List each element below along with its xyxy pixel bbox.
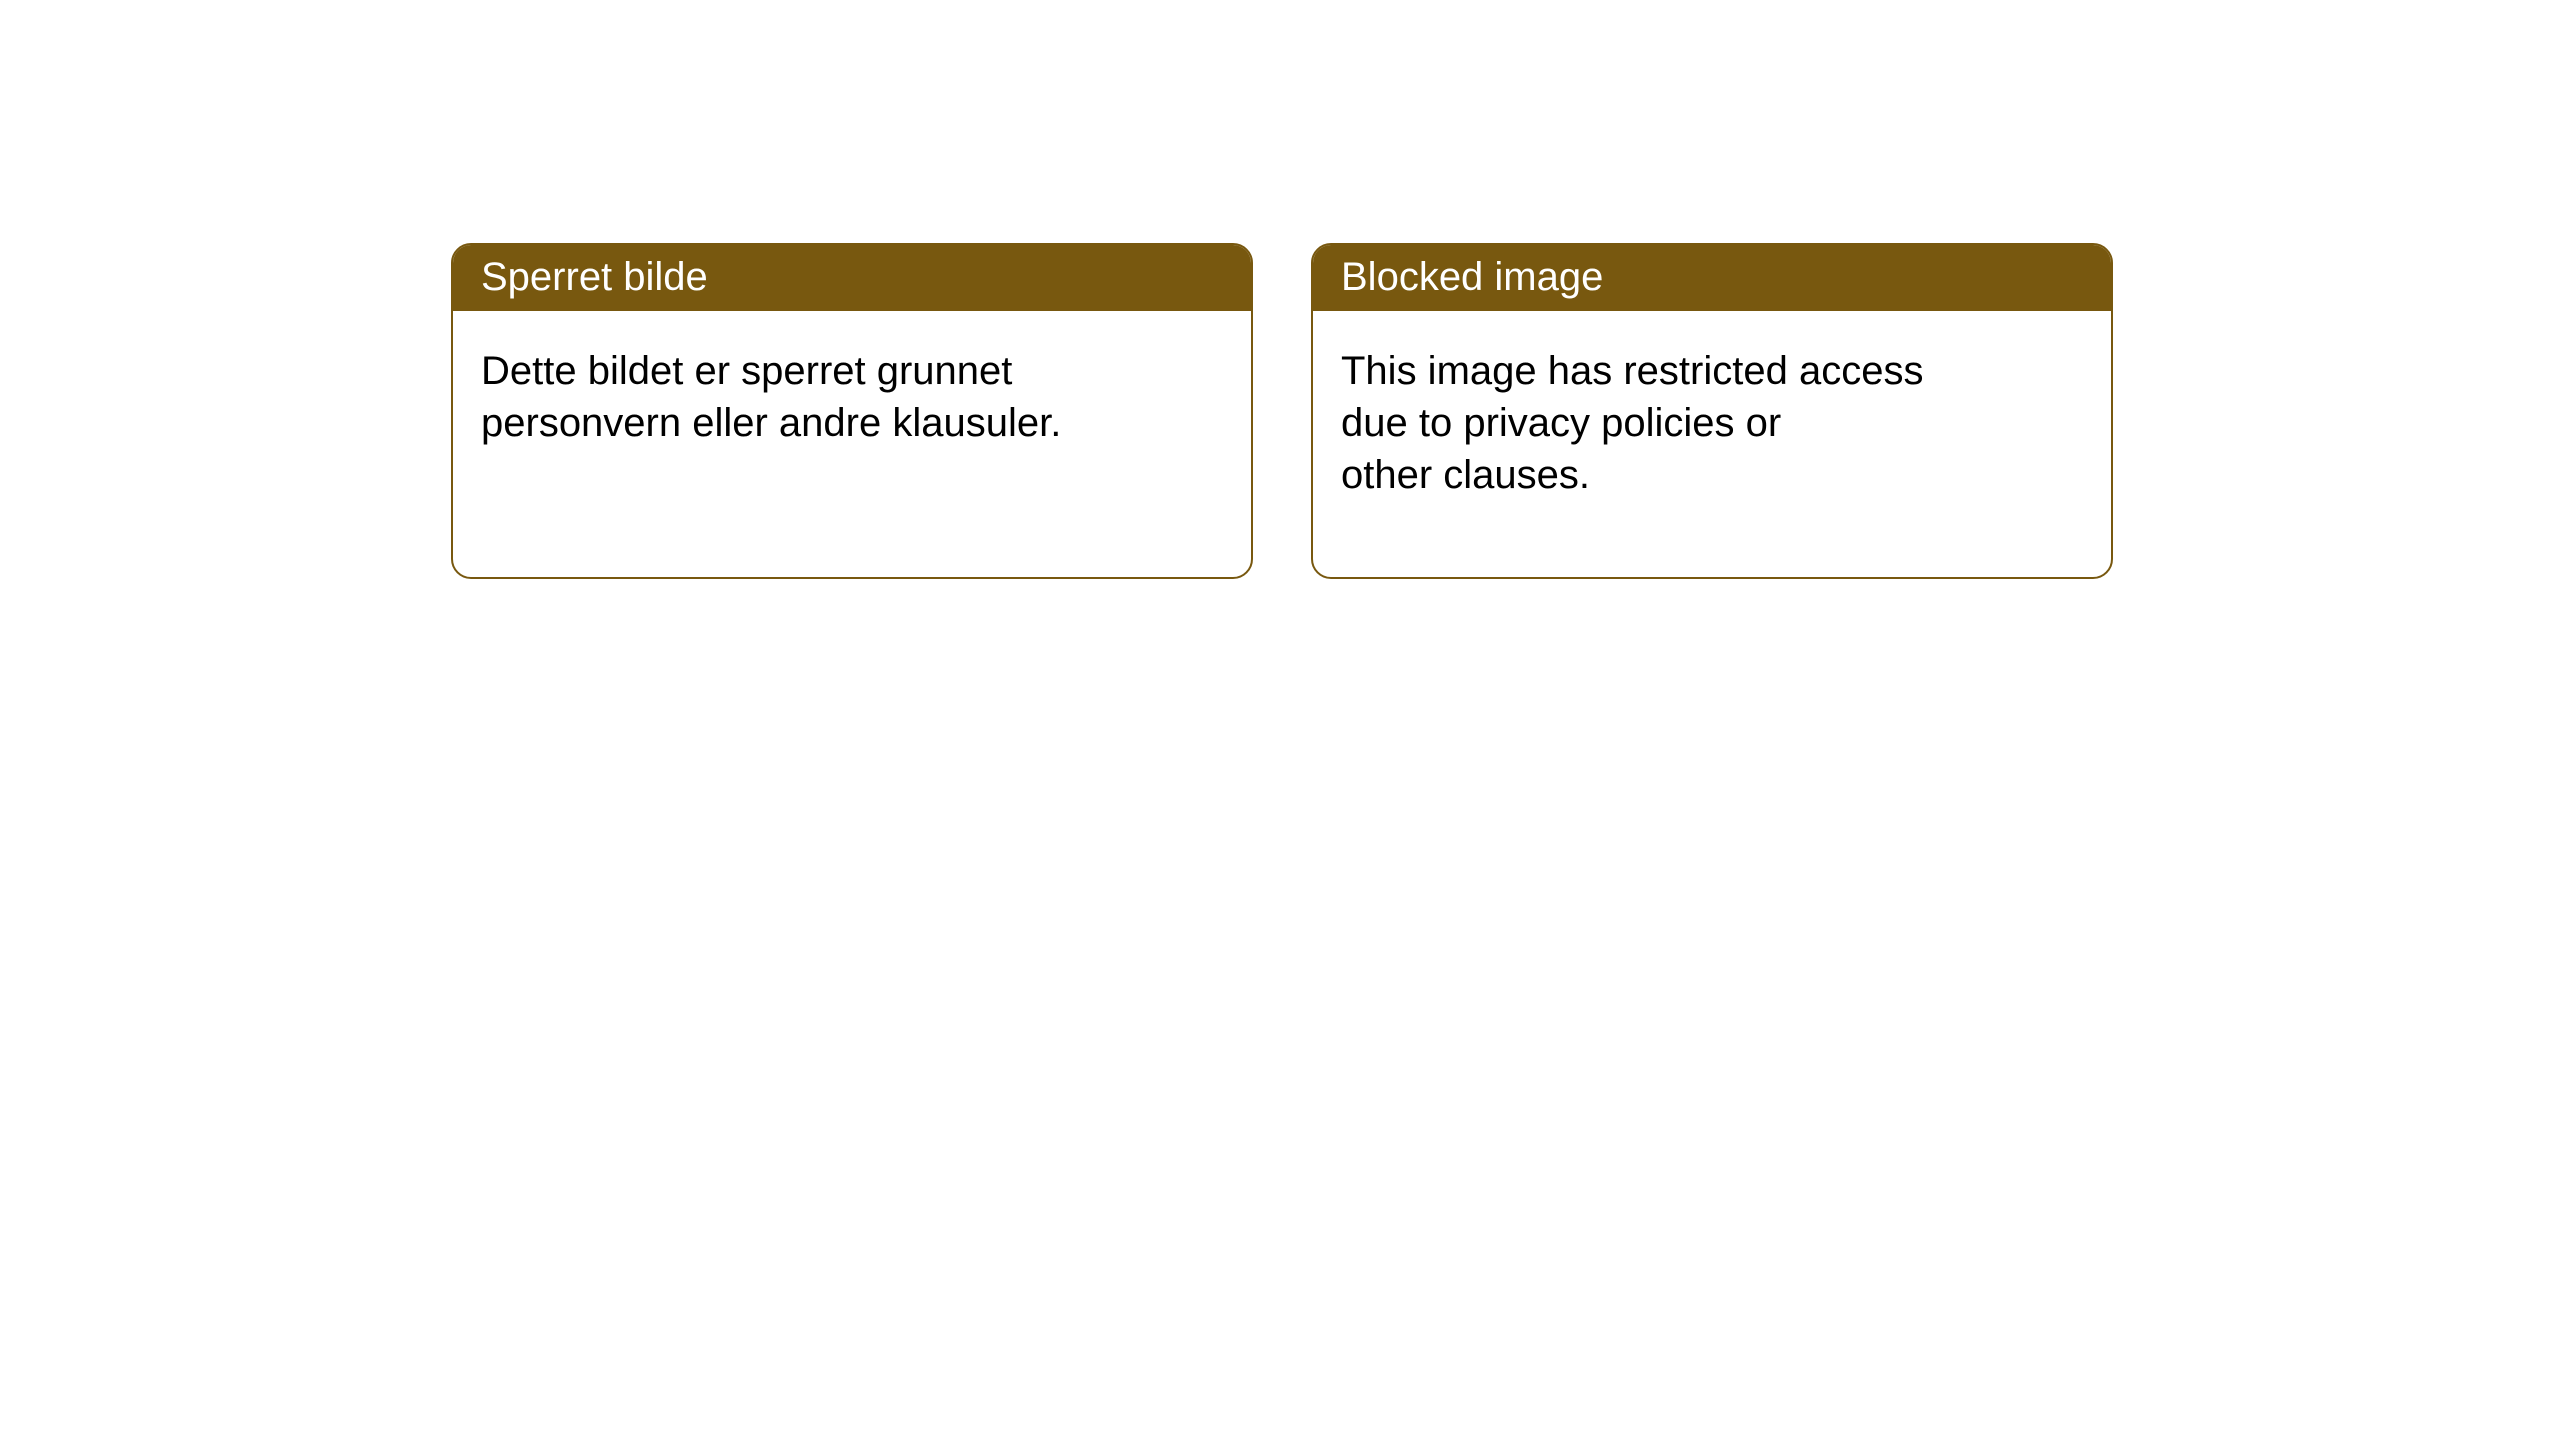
card-body-norwegian: Dette bildet er sperret grunnet personve… (453, 311, 1251, 477)
card-norwegian: Sperret bilde Dette bildet er sperret gr… (451, 243, 1253, 579)
card-title-english: Blocked image (1313, 245, 2111, 311)
card-body-english: This image has restricted access due to … (1313, 311, 2111, 529)
card-english: Blocked image This image has restricted … (1311, 243, 2113, 579)
card-title-norwegian: Sperret bilde (453, 245, 1251, 311)
cards-row: Sperret bilde Dette bildet er sperret gr… (451, 243, 2113, 579)
